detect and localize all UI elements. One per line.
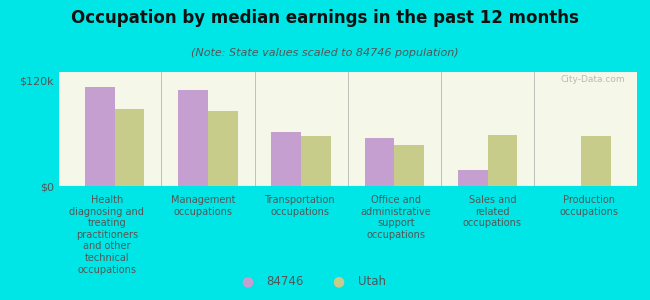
Bar — [301, 136, 331, 186]
Bar — [581, 136, 611, 186]
Bar — [84, 87, 114, 186]
Text: ●: ● — [241, 274, 253, 288]
Text: City-Data.com: City-Data.com — [561, 75, 625, 84]
Text: 84746: 84746 — [266, 275, 304, 288]
Bar — [488, 135, 517, 186]
Bar — [208, 112, 238, 186]
Bar — [458, 170, 488, 186]
Text: (Note: State values scaled to 84746 population): (Note: State values scaled to 84746 popu… — [191, 48, 459, 58]
Text: Health
diagnosing and
treating
practitioners
and other
technical
occupations: Health diagnosing and treating practitio… — [70, 195, 144, 274]
Text: Sales and
related
occupations: Sales and related occupations — [463, 195, 522, 228]
Bar — [365, 138, 395, 186]
Text: Utah: Utah — [358, 275, 385, 288]
Text: Occupation by median earnings in the past 12 months: Occupation by median earnings in the pas… — [71, 9, 579, 27]
Text: Office and
administrative
support
occupations: Office and administrative support occupa… — [361, 195, 432, 240]
Text: ●: ● — [332, 274, 344, 288]
Text: Management
occupations: Management occupations — [171, 195, 235, 217]
Text: Production
occupations: Production occupations — [559, 195, 618, 217]
Bar — [395, 145, 424, 186]
Bar — [114, 109, 144, 186]
Bar — [271, 132, 301, 186]
Text: Transportation
occupations: Transportation occupations — [265, 195, 335, 217]
Bar — [178, 89, 208, 186]
